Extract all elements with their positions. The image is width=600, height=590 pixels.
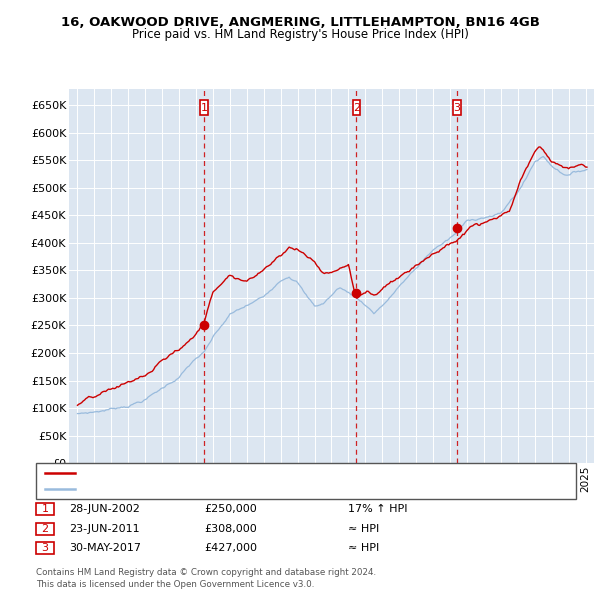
Text: 17% ↑ HPI: 17% ↑ HPI: [348, 504, 407, 514]
Text: 30-MAY-2017: 30-MAY-2017: [69, 543, 141, 553]
Bar: [353, 100, 360, 116]
Text: 2: 2: [41, 524, 49, 533]
Text: £250,000: £250,000: [204, 504, 257, 514]
Text: Contains HM Land Registry data © Crown copyright and database right 2024.
This d: Contains HM Land Registry data © Crown c…: [36, 568, 376, 589]
Text: 23-JUN-2011: 23-JUN-2011: [69, 524, 140, 533]
Text: 16, OAKWOOD DRIVE, ANGMERING, LITTLEHAMPTON, BN16 4GB (detached house): 16, OAKWOOD DRIVE, ANGMERING, LITTLEHAMP…: [81, 468, 493, 478]
Text: 16, OAKWOOD DRIVE, ANGMERING, LITTLEHAMPTON, BN16 4GB: 16, OAKWOOD DRIVE, ANGMERING, LITTLEHAMP…: [61, 16, 539, 29]
Bar: [200, 100, 208, 116]
Text: 1: 1: [200, 103, 208, 113]
Text: £427,000: £427,000: [204, 543, 257, 553]
Text: 1: 1: [41, 504, 49, 514]
Text: ≈ HPI: ≈ HPI: [348, 543, 379, 553]
Text: ≈ HPI: ≈ HPI: [348, 524, 379, 533]
Text: Price paid vs. HM Land Registry's House Price Index (HPI): Price paid vs. HM Land Registry's House …: [131, 28, 469, 41]
Bar: [453, 100, 461, 116]
Text: 3: 3: [454, 103, 460, 113]
Text: HPI: Average price, detached house, Arun: HPI: Average price, detached house, Arun: [81, 484, 289, 494]
Text: £308,000: £308,000: [204, 524, 257, 533]
Text: 3: 3: [41, 543, 49, 553]
Text: 28-JUN-2002: 28-JUN-2002: [69, 504, 140, 514]
Text: 2: 2: [353, 103, 360, 113]
